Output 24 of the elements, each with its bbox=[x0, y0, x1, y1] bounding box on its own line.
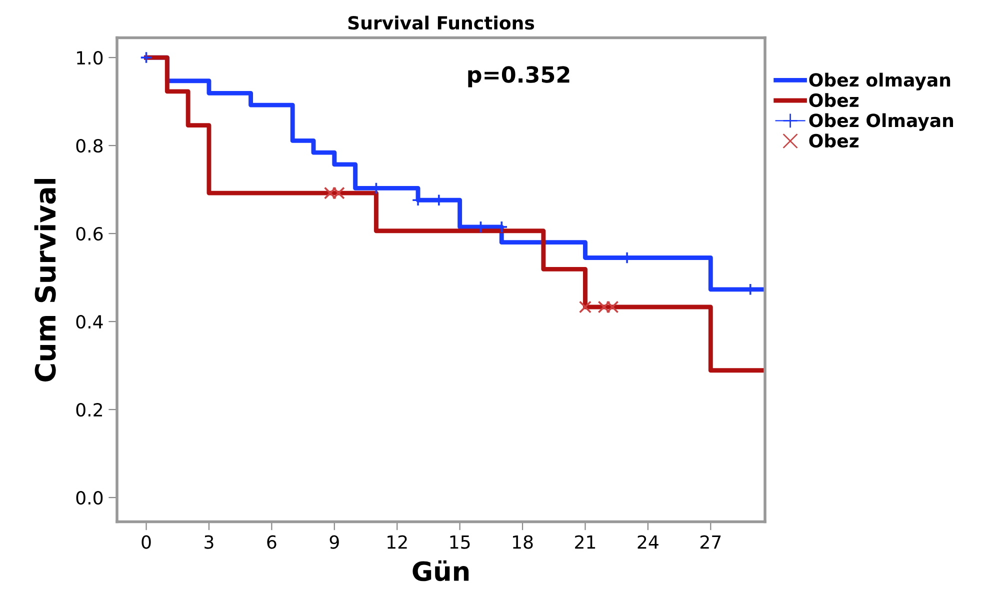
x-tick-label: 6 bbox=[267, 535, 276, 549]
x-axis-title: Gün bbox=[412, 560, 469, 582]
y-tick-label: 0.2 bbox=[76, 402, 102, 417]
x-tick-label: 15 bbox=[450, 535, 470, 549]
x-tick-label: 0 bbox=[142, 535, 151, 549]
x-tick-label: 9 bbox=[330, 535, 339, 549]
legend-label: Obez olmayan bbox=[809, 72, 950, 90]
chart-title: Survival Functions bbox=[348, 16, 534, 30]
y-tick-label: 0.0 bbox=[76, 490, 103, 505]
x-tick-label: 3 bbox=[204, 535, 214, 549]
x-tick-label: 18 bbox=[513, 535, 533, 549]
legend-label: Obez bbox=[809, 134, 858, 148]
y-axis-title: Cum Survival bbox=[34, 178, 56, 382]
annotation: p=0.352 bbox=[468, 66, 570, 88]
legend-label: Obez Olmayan bbox=[809, 113, 954, 131]
legend-label: Obez bbox=[809, 93, 858, 108]
y-tick-label: 1.0 bbox=[77, 50, 103, 65]
y-tick-label: 0.6 bbox=[76, 226, 103, 241]
y-tick-label: 0.4 bbox=[76, 314, 103, 329]
x-tick-label: 27 bbox=[700, 535, 721, 549]
x-tick-label: 12 bbox=[388, 535, 407, 549]
y-tick-label: 0.8 bbox=[76, 138, 103, 153]
x-tick-label: 21 bbox=[575, 535, 596, 549]
x-tick-label: 24 bbox=[638, 535, 658, 549]
